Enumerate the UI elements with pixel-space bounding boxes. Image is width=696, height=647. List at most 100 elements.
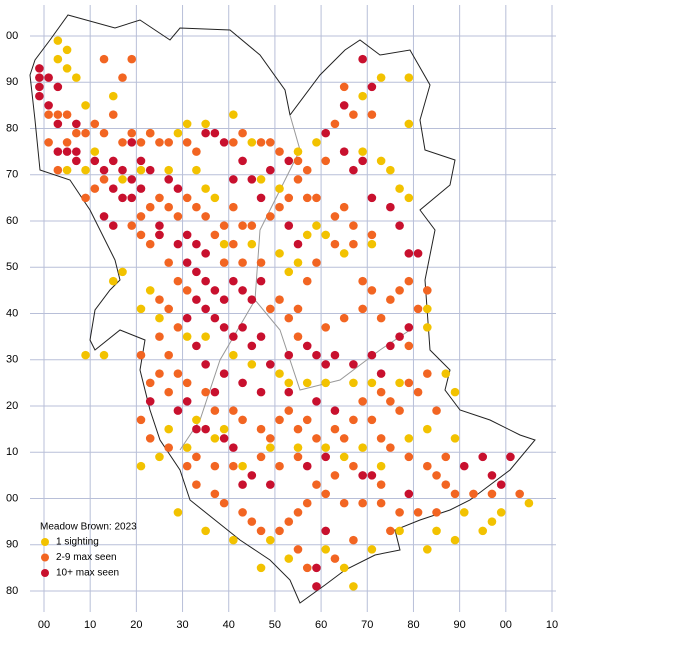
record-dot [524,498,534,508]
record-dot [321,443,331,452]
record-dot [35,73,44,82]
record-dot [145,286,155,295]
record-dot [219,369,229,378]
record-dot [210,434,220,443]
record-dot [349,360,358,369]
record-dot [367,350,377,360]
record-dot [496,508,506,517]
record-dot [376,498,386,508]
record-dot [293,508,303,517]
record-dot [173,128,183,138]
record-dot [229,202,238,212]
record-dot [450,489,460,499]
legend-dot [41,569,49,577]
record-dot [423,424,432,434]
record-dot [302,193,312,203]
record-dot [90,156,100,166]
record-dot [293,156,303,166]
record-dot [201,276,210,286]
record-dot [339,147,349,156]
record-dot [192,341,201,351]
record-dot [265,138,275,147]
record-dot [302,498,312,508]
record-dot [35,82,44,92]
record-dot [219,424,229,434]
record-dot [118,175,127,184]
record-dot [229,138,238,147]
record-dot [53,147,63,156]
record-dot [155,138,164,147]
record-dot [229,350,238,360]
record-dot [367,239,377,249]
record-dot [358,498,367,508]
record-dot [339,563,349,573]
record-dot [201,249,210,258]
record-dot [321,156,331,166]
record-dot [293,545,303,554]
record-dot [275,295,284,304]
x-tick-label: 60 [315,619,327,631]
record-dot [293,239,303,249]
record-dot [321,360,331,369]
record-dot [72,156,81,166]
record-dot [367,286,377,295]
record-dot [256,563,266,573]
y-tick-label: 90 [6,76,18,88]
record-dot [192,295,201,304]
record-dot [330,119,340,129]
record-dot [145,239,155,249]
record-dot [293,332,303,341]
record-dot [459,508,469,517]
x-tick-label: 10 [546,619,558,631]
record-dot [182,461,192,471]
record-dot [284,406,294,415]
record-dot [265,165,275,175]
record-dot [53,54,63,64]
record-dot [386,295,395,304]
record-dot [302,461,312,471]
record-dot [145,434,155,443]
record-dot [99,128,109,138]
record-dot [210,128,220,138]
record-dot [386,202,395,212]
record-dot [210,313,220,323]
record-dot [127,221,137,230]
record-dot [423,461,432,471]
record-dot [487,471,497,480]
record-dot [459,461,469,471]
record-dot [265,434,275,443]
record-dot [404,249,414,258]
record-dot [99,165,109,175]
record-dot [182,230,192,240]
record-dot [312,397,321,406]
record-dot [182,258,192,267]
record-dot [35,91,44,101]
record-dot [376,73,386,82]
record-dot [145,165,155,175]
record-dot [330,424,340,434]
record-dot [201,304,210,314]
record-dot [182,397,192,406]
record-dot [173,369,183,378]
record-dot [349,110,358,119]
record-dot [275,147,284,156]
record-dot [247,221,257,230]
record-dot [404,489,414,499]
record-dot [339,498,349,508]
record-dot [219,295,229,304]
record-dot [441,452,451,462]
record-dot [247,360,257,369]
record-dot [127,128,137,138]
record-dot [256,387,266,397]
record-dot [330,350,340,360]
record-dot [432,526,441,536]
record-dot [293,452,303,462]
record-dot [367,193,377,203]
y-tick-label: 80 [6,585,18,597]
record-dot [302,230,312,240]
record-dot [293,304,303,314]
record-dot [256,175,266,184]
record-dot [182,193,192,203]
record-dot [219,239,229,249]
